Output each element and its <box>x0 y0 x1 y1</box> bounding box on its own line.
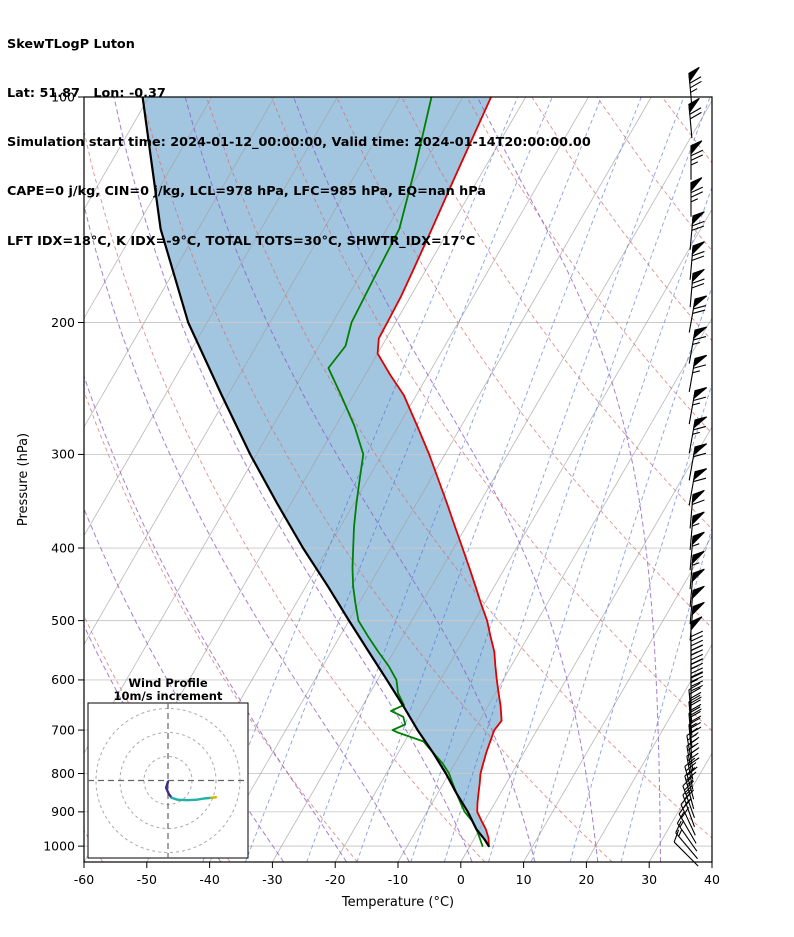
coords-line: Lat: 51.87 Lon: -0.37 <box>7 86 166 102</box>
cin-shading <box>142 97 502 847</box>
svg-text:200: 200 <box>51 315 75 330</box>
wind-barbs <box>673 66 708 867</box>
hodograph-rings <box>88 703 248 858</box>
svg-text:700: 700 <box>51 722 75 737</box>
times-line: Simulation start time: 2024-01-12_00:00:… <box>7 135 591 151</box>
page-title: SkewTLogP Luton <box>7 36 135 52</box>
svg-text:-60: -60 <box>74 872 94 887</box>
svg-text:1000: 1000 <box>43 838 75 853</box>
svg-text:0: 0 <box>457 872 465 887</box>
svg-text:500: 500 <box>51 613 75 628</box>
indices-line-1: CAPE=0 j/kg, CIN=0 j/kg, LCL=978 hPa, LF… <box>7 184 486 200</box>
svg-text:900: 900 <box>51 804 75 819</box>
svg-text:300: 300 <box>51 447 75 462</box>
y-axis-label: Pressure (hPa) <box>16 433 31 526</box>
svg-text:10: 10 <box>516 872 532 887</box>
hodograph-subtitle: 10m/s increment <box>114 689 223 703</box>
svg-text:20: 20 <box>578 872 594 887</box>
x-axis-label: Temperature (°C) <box>341 895 454 910</box>
indices-line-2: LFT IDX=18°C, K IDX=-9°C, TOTAL TOTS=30°… <box>7 233 476 249</box>
svg-text:600: 600 <box>51 672 75 687</box>
svg-text:-10: -10 <box>388 872 408 887</box>
hodograph-title: Wind Profile <box>128 676 208 690</box>
svg-text:100: 100 <box>51 89 75 104</box>
svg-text:30: 30 <box>641 872 657 887</box>
chart-header: SkewTLogP Luton Lat: 51.87 Lon: -0.37 Si… <box>7 4 591 267</box>
svg-text:-40: -40 <box>199 872 219 887</box>
svg-text:800: 800 <box>51 766 75 781</box>
temperature-curve <box>376 97 503 847</box>
svg-text:-20: -20 <box>325 872 345 887</box>
parcel-curve <box>141 97 490 848</box>
svg-text:400: 400 <box>51 540 75 555</box>
svg-text:-30: -30 <box>262 872 282 887</box>
svg-text:-50: -50 <box>137 872 157 887</box>
svg-text:40: 40 <box>704 872 720 887</box>
